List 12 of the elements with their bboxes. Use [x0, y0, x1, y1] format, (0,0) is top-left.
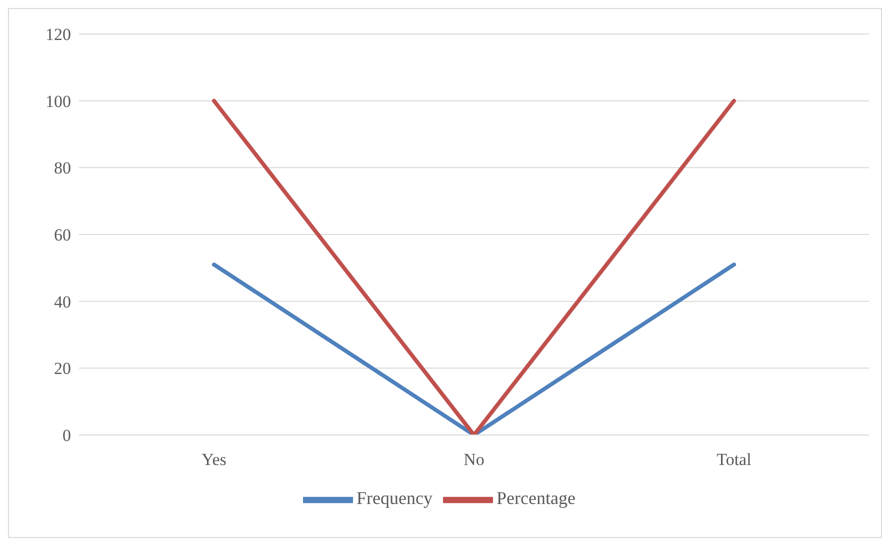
y-tick-label: 0	[62, 426, 71, 446]
x-tick-label: Total	[716, 450, 752, 470]
y-tick-label: 60	[54, 226, 71, 245]
y-tick-label: 100	[46, 92, 71, 111]
x-tick-label: No	[464, 450, 484, 470]
y-tick-label: 120	[46, 25, 71, 44]
y-tick-label: 20	[54, 359, 71, 378]
y-tick-label: 40	[54, 292, 71, 312]
legend-label: Percentage	[496, 488, 576, 508]
y-tick-label: 80	[54, 158, 71, 178]
x-tick-label: Yes	[202, 450, 226, 470]
legend-label: Frequency	[356, 488, 433, 508]
